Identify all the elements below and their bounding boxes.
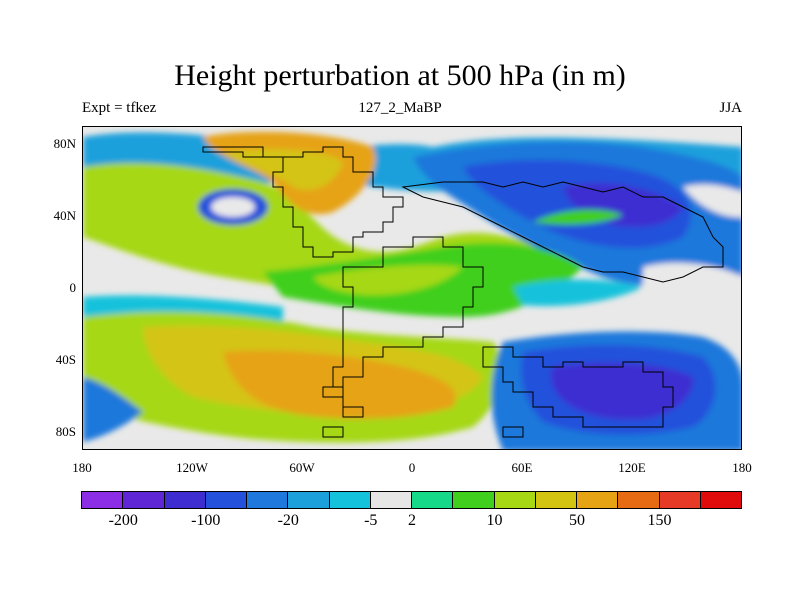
x-tick-label: 0 [408, 460, 416, 475]
colorbar-label: -100 [191, 512, 221, 529]
x-tick-label: 60W [289, 460, 315, 475]
experiment-label: Expt = tfkez [82, 100, 157, 116]
colorbar-label: -20 [277, 512, 299, 529]
height-perturbation-field [83, 127, 741, 449]
colorbar-swatch [287, 491, 330, 509]
x-tick-label: 120E [618, 460, 646, 475]
x-tick-label: 120W [176, 460, 208, 475]
colorbar [81, 491, 742, 509]
x-tick-label: 180 [72, 460, 92, 475]
season-label: JJA [719, 100, 742, 116]
colorbar-swatch [617, 491, 660, 509]
colorbar-swatch [452, 491, 495, 509]
y-tick-label: 80S [55, 424, 76, 439]
plot-title: Height perturbation at 500 hPa (in m) [174, 59, 626, 92]
colorbar-label: 50 [569, 512, 585, 529]
colorbar-swatch [411, 491, 454, 509]
colorbar-swatch [576, 491, 619, 509]
y-tick-label: 0 [69, 280, 77, 295]
colorbar-swatch [658, 491, 701, 509]
colorbar-swatch [493, 491, 536, 509]
colorbar-swatch [81, 491, 124, 509]
y-tick-label: 40S [55, 352, 76, 367]
colorbar-label: 2 [408, 512, 416, 529]
colorbar-swatch [369, 491, 412, 509]
y-tick-label: 40N [53, 208, 76, 223]
continent-outlines [202, 146, 724, 438]
colorbar-swatch [204, 491, 247, 509]
colorbar-swatch [163, 491, 206, 509]
colorbar-label: 10 [486, 512, 503, 529]
y-tick-label: 80N [53, 136, 76, 151]
colorbar-label: -200 [108, 512, 138, 529]
run-label: 127_2_MaBP [358, 100, 442, 116]
colorbar-label: -5 [364, 512, 378, 529]
x-tick-label: 180 [732, 460, 752, 475]
colorbar-swatch [122, 491, 165, 509]
map-panel [82, 126, 742, 450]
colorbar-label: 150 [647, 512, 672, 529]
colorbar-swatch [246, 491, 289, 509]
x-tick-label: 60E [511, 460, 533, 475]
colorbar-swatch [328, 491, 371, 509]
colorbar-swatch [699, 491, 742, 509]
colorbar-swatch [534, 491, 577, 509]
